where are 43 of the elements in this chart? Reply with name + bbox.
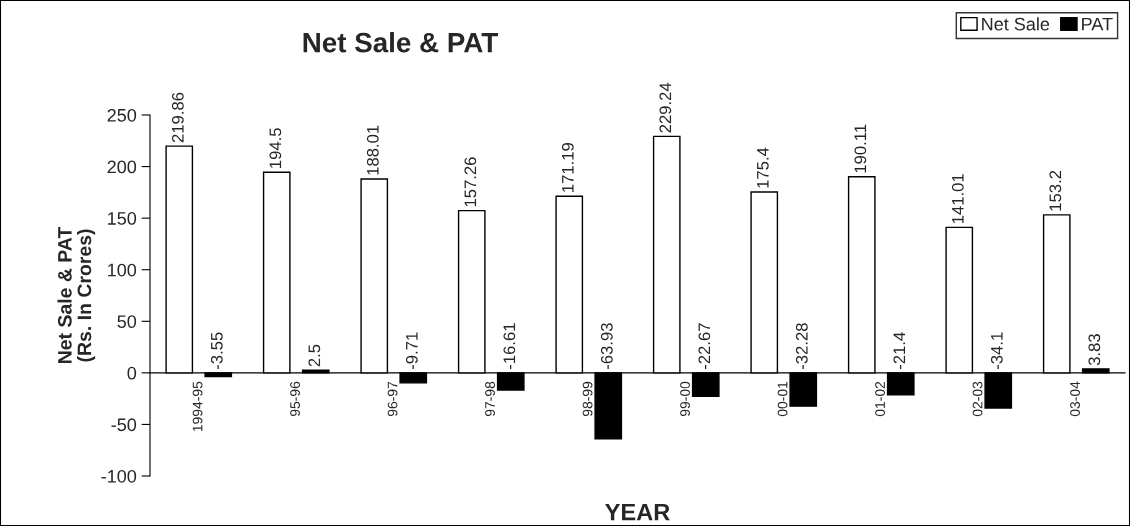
x-tick-label: 03-04 [1070,381,1080,417]
data-label: -16.61 [503,323,516,370]
data-label: -34.1 [990,332,1003,370]
data-label: 194.5 [269,128,282,168]
data-label: 175.4 [757,147,769,188]
data-label: -22.67 [698,323,711,370]
x-tick-label: 97-98 [485,381,495,417]
y-tick-label: 150 [108,212,137,225]
x-tick-label: 98-99 [582,381,593,417]
y-tick-label: 100 [108,263,137,277]
data-label: 219.86 [171,92,184,143]
y-tick-label: -50 [111,418,137,432]
data-label: 188.01 [366,125,379,175]
data-label: -63.93 [600,323,613,370]
data-label: 229.24 [659,82,672,133]
data-label: -9.71 [405,332,418,370]
chart-title: Net Sale & PAT [303,32,498,53]
x-tick-label: 96-97 [387,381,398,417]
y-tick-label: -100 [101,469,137,483]
x-tick-label: 02-03 [972,381,983,417]
x-tick-label: 95-96 [290,381,300,417]
legend-label: PAT [1082,17,1113,31]
y-tick-label: 50 [117,315,137,329]
data-label: 3.83 [1088,334,1101,366]
y-tick-label: 250 [107,108,137,122]
x-tick-label: 01-02 [875,381,885,417]
x-tick-label: 99-00 [680,381,690,417]
data-label: 190.11 [854,124,867,173]
legend-label: Net Sale [982,17,1050,31]
y-axis-title: Net Sale & PAT (Rs. In Crores) [57,226,96,363]
data-label: 2.5 [308,344,321,367]
x-tick-label: 00-01 [777,381,788,417]
x-axis-title: YEAR [605,503,670,521]
y-tick-label: 0 [127,366,137,380]
data-label: -21.4 [893,332,906,370]
y-tick-label: 200 [107,160,137,174]
data-label: 157.26 [464,157,477,207]
x-tick-label: 1994-95 [192,381,203,432]
data-label: 153.2 [1049,170,1062,211]
data-label: 141.01 [951,174,964,224]
data-label: -3.55 [210,332,223,370]
data-label: 171.19 [561,143,574,192]
data-label: -32.28 [795,323,808,370]
